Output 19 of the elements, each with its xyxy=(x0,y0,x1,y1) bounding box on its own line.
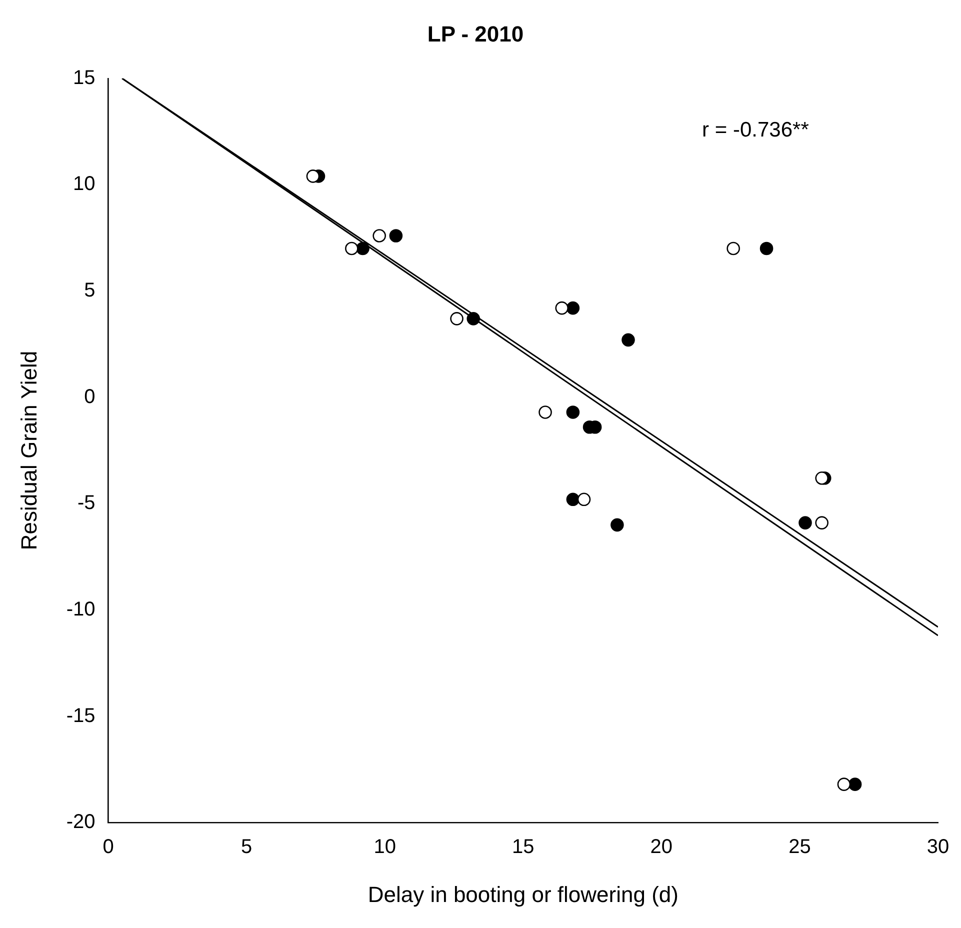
x-tick-label: 25 xyxy=(788,836,811,858)
chart-title: LP - 2010 xyxy=(427,21,524,46)
x-tick-label: 15 xyxy=(512,836,534,858)
y-tick-label: -10 xyxy=(66,598,96,620)
x-tick-label: 5 xyxy=(241,836,252,858)
y-tick-label: 15 xyxy=(73,66,96,89)
y-tick-label: 5 xyxy=(84,280,96,302)
y-tick-label: -20 xyxy=(66,811,96,834)
x-tick-label: 10 xyxy=(374,836,396,858)
y-tick-label: -5 xyxy=(78,492,96,514)
y-tick-label: 0 xyxy=(84,386,96,408)
x-tick-label: 0 xyxy=(102,836,114,858)
y-tick-label: -15 xyxy=(66,704,96,727)
annotation: r = -0.736** xyxy=(702,118,809,142)
y-axis-title: Residual Grain Yield xyxy=(16,350,42,550)
x-axis-title: Delay in booting or flowering (d) xyxy=(368,882,678,907)
x-tick-label: 30 xyxy=(926,836,950,858)
x-tick-label: 20 xyxy=(650,836,673,858)
y-tick-label: 10 xyxy=(73,173,96,196)
